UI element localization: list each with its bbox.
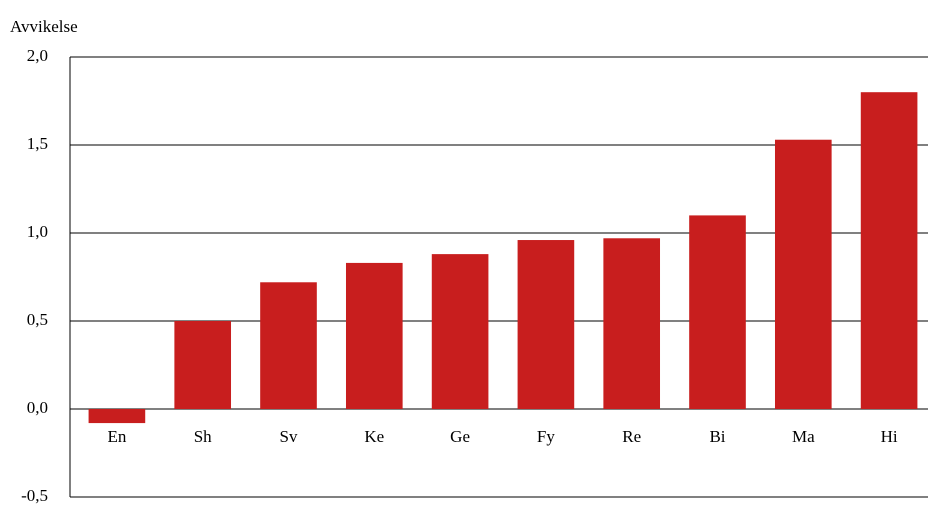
x-tick-label: Re: [622, 427, 641, 446]
bar: [431, 254, 489, 409]
bar: [860, 92, 918, 409]
x-tick-label: Ge: [450, 427, 470, 446]
x-tick-label: Bi: [709, 427, 725, 446]
bar: [260, 282, 317, 409]
y-tick-label: 1,0: [27, 222, 48, 241]
x-tick-label: Ke: [364, 427, 384, 446]
y-tick-label: -0,5: [21, 486, 48, 505]
bar: [174, 321, 232, 409]
x-tick-label: Hi: [881, 427, 898, 446]
y-axis-label: Avvikelse: [10, 17, 78, 36]
y-tick-label: 2,0: [27, 46, 48, 65]
bar: [517, 240, 575, 409]
y-tick-label: 0,0: [27, 398, 48, 417]
x-tick-label: Sh: [194, 427, 212, 446]
bar: [774, 139, 832, 409]
y-tick-label: 1,5: [27, 134, 48, 153]
bar: [88, 409, 146, 424]
bar: [603, 238, 661, 409]
x-tick-label: Fy: [537, 427, 555, 446]
x-tick-label: Ma: [792, 427, 815, 446]
x-tick-label: En: [107, 427, 126, 446]
bar: [345, 262, 403, 409]
bar: [689, 215, 746, 409]
x-tick-label: Sv: [280, 427, 298, 446]
y-tick-label: 0,5: [27, 310, 48, 329]
